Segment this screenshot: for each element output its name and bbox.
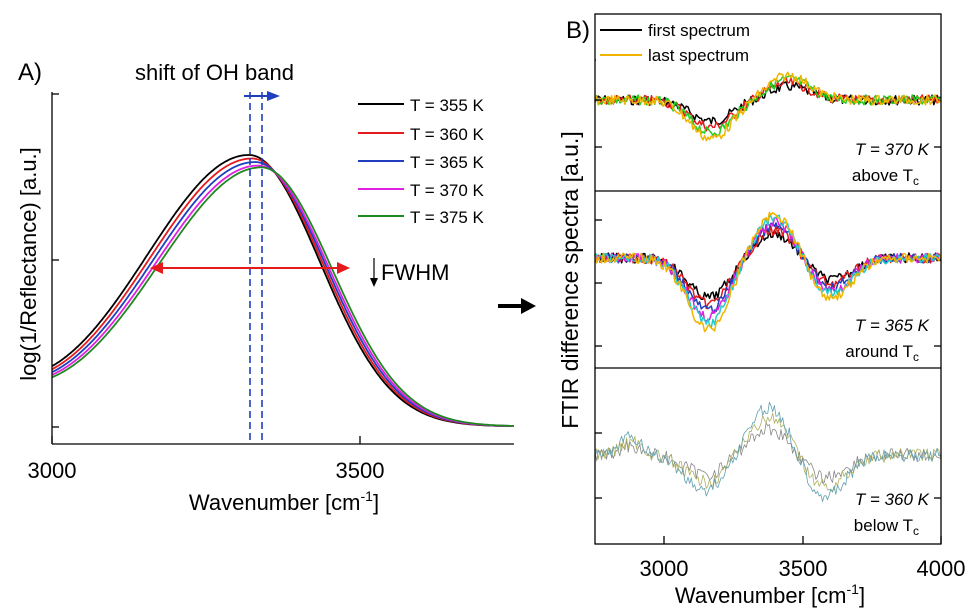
spectrum-3-series-3: [594, 401, 941, 502]
panel-a-legend: T = 355 K T = 360 K T = 365 K T = 370 K …: [358, 96, 485, 227]
spectrum-2-series-6: [594, 211, 942, 333]
spectrum-2-series-1: [594, 229, 942, 301]
panel-b-letter: B): [566, 17, 590, 44]
legend-label-355: T = 355 K: [410, 96, 485, 115]
sub1-region: above Tc: [852, 166, 919, 188]
band-curve-370: [51, 164, 514, 427]
sub3-region: below Tc: [854, 516, 919, 538]
panel-b: B) 3000 3500 4000 Wavenumber [cm-1] FTIR…: [557, 13, 966, 608]
sub2-temp: T = 365 K: [855, 316, 930, 335]
panel-link-arrow-head: [521, 298, 536, 314]
panel-b-legend: first spectrum last spectrum: [596, 15, 778, 67]
panel-b-y-label: FTIR difference spectra [a.u.]: [557, 131, 583, 428]
shift-arrow-head: [267, 91, 280, 101]
fwhm-down-arrow-head: [370, 278, 378, 287]
legend-label-375: T = 375 K: [410, 208, 485, 227]
legend-label-first: first spectrum: [648, 21, 750, 40]
legend-background: [596, 15, 778, 67]
legend-label-last: last spectrum: [648, 46, 749, 65]
fwhm-arrow-left: [150, 262, 163, 274]
spectrum-1-series-4: [594, 71, 941, 142]
x-tick-label-3500: 3500: [336, 458, 385, 483]
fwhm-label: FWHM: [381, 260, 449, 285]
x-tick-label-3000: 3000: [640, 556, 689, 581]
panel-b-frame: [594, 13, 942, 545]
spectrum-3-series-2: [594, 412, 941, 492]
sub3-temp: T = 360 K: [855, 490, 930, 509]
panel-b-x-label: Wavenumber [cm-1]: [675, 581, 865, 608]
legend-label-370: T = 370 K: [410, 181, 485, 200]
panel-a-letter: A): [18, 59, 42, 86]
fwhm-arrow-right: [337, 262, 350, 274]
legend-label-360: T = 360 K: [410, 125, 485, 144]
x-tick-label-4000: 4000: [917, 556, 966, 581]
panel-a: A) shift of OH band FWHM T = 355 K T = 3…: [16, 59, 515, 515]
spectrum-3-series-1: [594, 422, 941, 484]
panel-a-title: shift of OH band: [135, 60, 294, 85]
panel-a-y-label: log(1/Reflectance) [a.u.]: [16, 147, 41, 381]
x-tick-label-3500: 3500: [779, 556, 828, 581]
legend-label-365: T = 365 K: [410, 153, 485, 172]
band-curve-375: [51, 166, 514, 427]
sub2-region: around Tc: [845, 342, 919, 364]
panel-a-curves: [51, 154, 515, 427]
x-tick-label-3000: 3000: [28, 458, 77, 483]
panel-b-curves: [594, 71, 942, 502]
panel-a-x-label: Wavenumber [cm-1]: [189, 488, 379, 515]
sub1-temp: T = 370 K: [855, 140, 930, 159]
